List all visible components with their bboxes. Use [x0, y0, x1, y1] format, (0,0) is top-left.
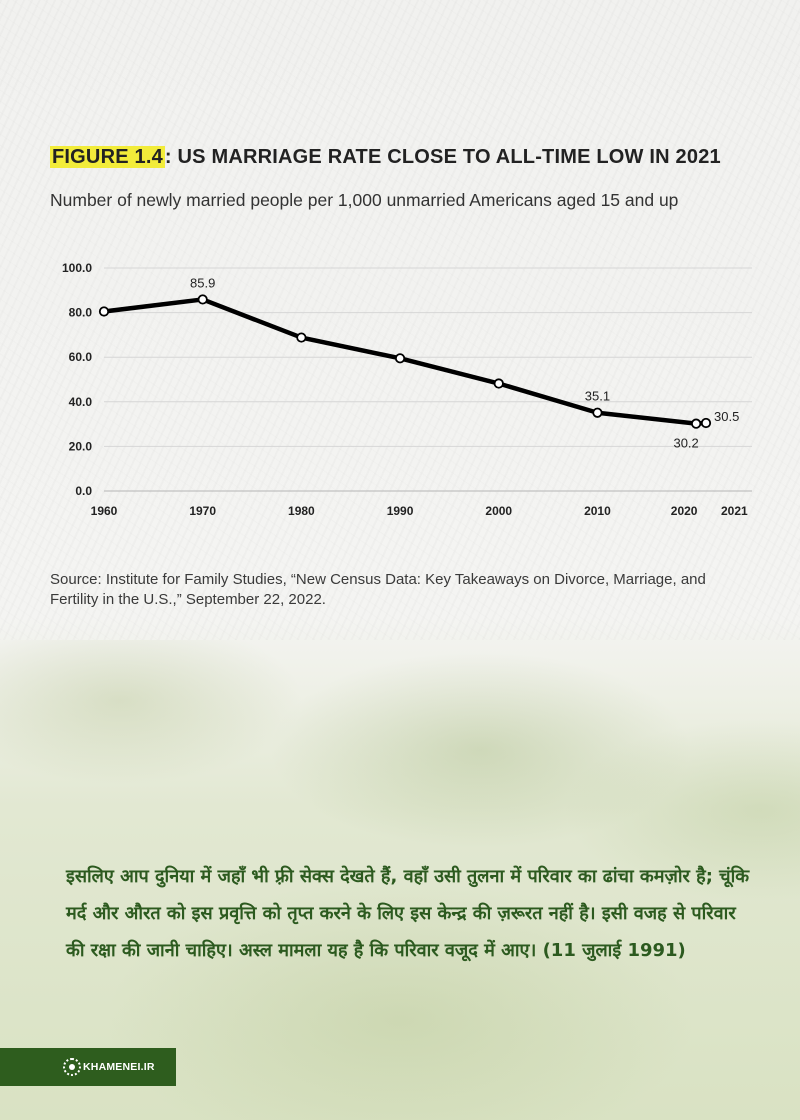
khamenei-logo-icon [63, 1058, 81, 1076]
y-tick-label: 40.0 [69, 395, 93, 409]
data-point [394, 353, 406, 364]
x-tick-label: 2010 [584, 504, 611, 518]
source-citation: Source: Institute for Family Studies, “N… [50, 571, 706, 608]
x-tick-label: 2021 [721, 504, 748, 518]
figure-subtitle: Number of newly married people per 1,000… [50, 190, 679, 210]
data-label: 30.2 [673, 436, 698, 451]
figure-title: FIGURE 1.4: US MARRIAGE RATE CLOSE TO AL… [50, 146, 721, 169]
data-point [98, 306, 110, 317]
hindi-quote: इसलिए आप दुनिया में जहाँ भी फ़्री सेक्स … [66, 866, 750, 961]
data-point [296, 332, 307, 343]
data-label: 35.1 [585, 389, 610, 404]
y-tick-label: 60.0 [69, 350, 93, 364]
x-tick-label: 2020 [671, 504, 698, 518]
data-label: 30.5 [714, 409, 739, 424]
data-point [493, 378, 504, 389]
series-line [101, 297, 709, 426]
y-tick-label: 80.0 [69, 306, 93, 320]
data-point [700, 417, 712, 429]
figure-label: FIGURE 1.4 [50, 146, 165, 168]
data-point [592, 407, 603, 418]
y-tick-label: 100.0 [62, 261, 92, 275]
background-green-wash [0, 640, 800, 1120]
y-tick-label: 0.0 [75, 484, 92, 498]
background-texture [0, 0, 800, 640]
x-tick-label: 2000 [485, 504, 512, 518]
x-tick-label: 1970 [189, 504, 216, 518]
x-tick-label: 1980 [288, 504, 315, 518]
data-point [197, 294, 208, 305]
data-label: 85.9 [190, 275, 215, 290]
footer-logo-text: KHAMENEI.IR [83, 1061, 155, 1073]
figure-title-text: : US MARRIAGE RATE CLOSE TO ALL-TIME LOW… [164, 146, 721, 168]
data-point [691, 418, 702, 429]
y-tick-label: 20.0 [69, 439, 93, 453]
x-tick-label: 1960 [91, 504, 118, 518]
x-tick-label: 1990 [387, 504, 414, 518]
line-chart: 0.0 20.0 40.0 60.0 80.0 100.0 1960 1970 1980 1990… [62, 261, 752, 518]
footer-logo-bar: KHAMENEI.IR [0, 1048, 176, 1086]
